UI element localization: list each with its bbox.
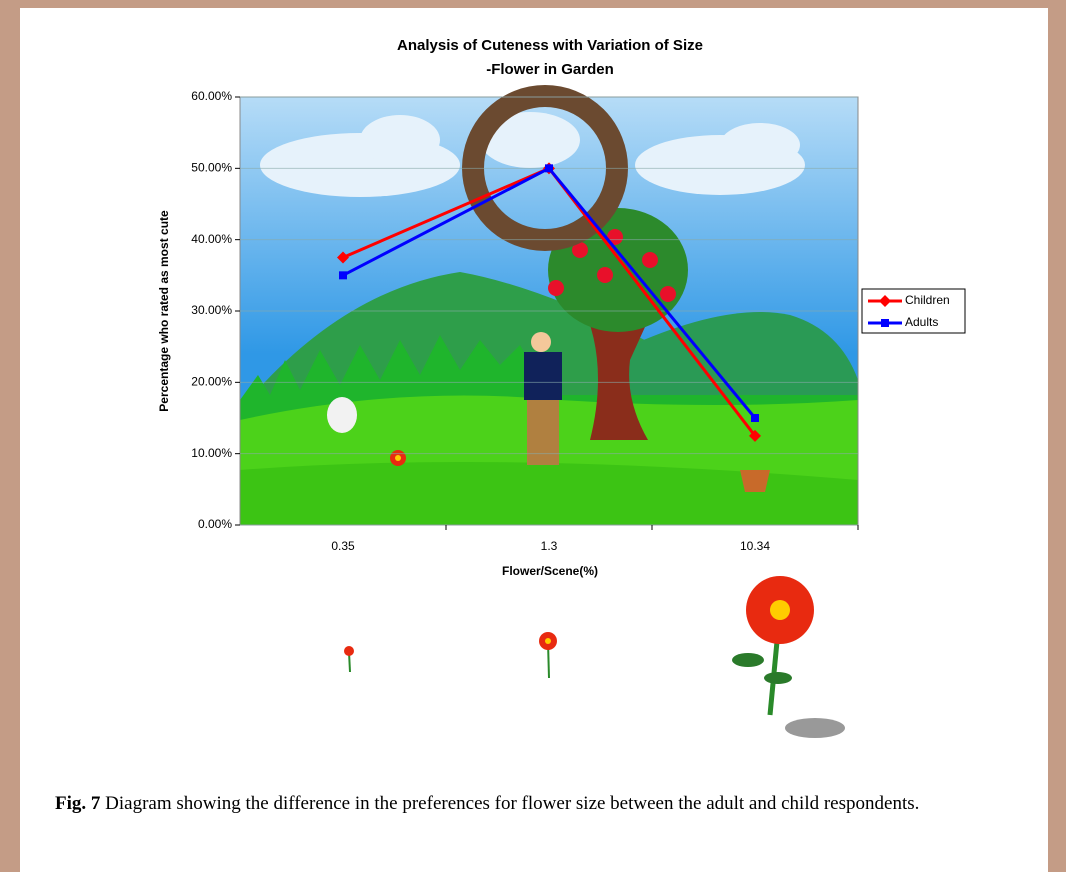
caption: Fig. 7 Diagram showing the difference in… <box>55 792 1040 816</box>
y-tick-label: 30.00% <box>191 303 232 317</box>
marker <box>751 414 759 422</box>
y-tick-label: 50.00% <box>191 161 232 175</box>
legend-label: Adults <box>905 315 938 329</box>
page: Analysis of Cuteness with Variation of S… <box>0 0 1066 872</box>
marker <box>339 271 347 279</box>
chart-title: Analysis of Cuteness with Variation of S… <box>397 37 703 54</box>
x-tick-label: 1.3 <box>541 539 558 553</box>
x-tick-label: 10.34 <box>740 539 770 553</box>
chart: Analysis of Cuteness with Variation of S… <box>0 0 1066 872</box>
y-tick-label: 20.00% <box>191 375 232 389</box>
marker <box>545 164 553 172</box>
y-axis-title: Percentage who rated as most cute <box>157 210 171 412</box>
legend-label: Children <box>905 293 950 307</box>
lower-flowers <box>344 576 845 738</box>
x-axis-title: Flower/Scene(%) <box>502 564 598 578</box>
y-tick-label: 10.00% <box>191 446 232 460</box>
caption-label: Fig. 7 <box>55 793 100 814</box>
marker <box>881 319 889 327</box>
y-tick-label: 60.00% <box>191 89 232 103</box>
y-tick-label: 40.00% <box>191 232 232 246</box>
y-tick-label: 0.00% <box>198 517 232 531</box>
chart-subtitle: -Flower in Garden <box>486 61 614 78</box>
caption-text: Diagram showing the difference in the pr… <box>105 793 919 814</box>
x-tick-label: 0.35 <box>331 539 355 553</box>
